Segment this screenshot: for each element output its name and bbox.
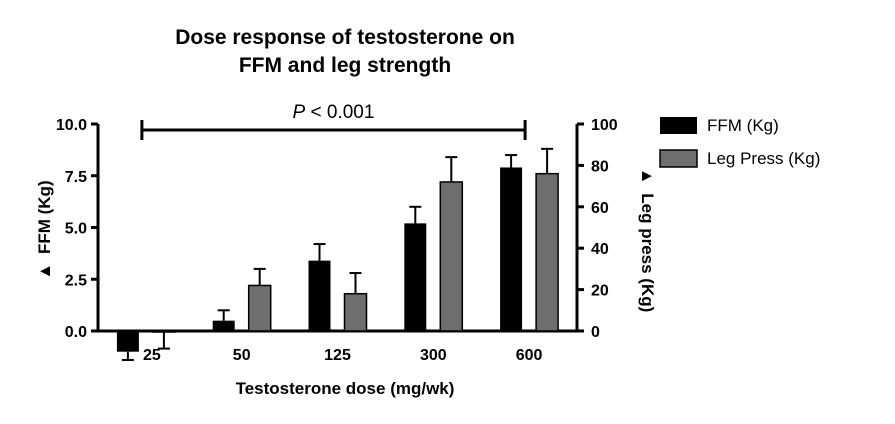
left-axis-tick-label: 2.5 [65, 272, 87, 289]
x-axis-tick-label: 300 [420, 347, 447, 364]
bar-ffm [404, 223, 427, 331]
legend-label-ffm: FFM (Kg) [707, 116, 779, 135]
right-axis-tick-label: 20 [591, 283, 609, 300]
bar-leg-press [247, 284, 272, 332]
right-axis-tick-label: 80 [591, 158, 609, 175]
chart-title-line2: FFM and leg strength [239, 54, 451, 77]
legend-swatch-leg-press [659, 149, 698, 168]
bar-leg-press [439, 181, 464, 332]
left-axis-tick-label: 5.0 [65, 221, 87, 238]
bar-ffm [308, 260, 331, 331]
legend: FFM (Kg) Leg Press (Kg) [659, 116, 820, 168]
right-axis-tick-label: 60 [591, 200, 609, 217]
plot-area: 0.0 2.5 5.0 7.5 10.0 0 20 40 60 80 100 25 50 125 300 60… [56, 102, 618, 364]
right-axis-tick-label: 0 [591, 324, 600, 341]
legend-swatch-ffm [660, 117, 697, 134]
right-axis-tick-label: 40 [591, 241, 609, 258]
svg-text:▲ FFM (Kg): ▲ FFM (Kg) [35, 180, 54, 279]
right-axis-tick-label: 100 [591, 117, 618, 134]
x-axis-label: Testosterone dose (mg/wk) [236, 379, 455, 398]
left-axis-tick-label: 0.0 [65, 324, 87, 341]
right-axis-label: ▲ Leg press (Kg) [638, 168, 657, 313]
x-axis-tick-label: 50 [233, 347, 251, 364]
significance-label: P < 0.001 [293, 102, 375, 123]
left-axis-tick-label: 10.0 [56, 117, 87, 134]
bar-ffm [500, 167, 523, 331]
x-axis-tick-label: 25 [143, 347, 161, 364]
chart-title-line1: Dose response of testosterone on [175, 26, 515, 49]
left-axis-label: ▲ FFM (Kg) [35, 180, 54, 279]
bar-leg-press [152, 330, 176, 333]
svg-text:▲ Leg press (Kg): ▲ Leg press (Kg) [638, 168, 657, 313]
right-axis-triangle-icon: ▲ [638, 168, 657, 185]
significance-p-symbol: P [293, 102, 306, 123]
bar-leg-press [343, 292, 368, 332]
bar-ffm [212, 320, 235, 331]
left-axis-label-text: FFM (Kg) [35, 180, 54, 254]
x-axis-tick-label: 125 [324, 347, 351, 364]
x-axis-tick-label: 600 [516, 347, 543, 364]
bar-leg-press [535, 172, 559, 332]
legend-label-leg-press: Leg Press (Kg) [707, 149, 820, 168]
significance-p-value: < 0.001 [305, 102, 374, 123]
left-axis-tick-label: 7.5 [65, 169, 87, 186]
left-axis-triangle-icon: ▲ [35, 263, 54, 280]
bar-ffm [116, 331, 139, 352]
right-axis-label-text: Leg press (Kg) [638, 193, 657, 312]
